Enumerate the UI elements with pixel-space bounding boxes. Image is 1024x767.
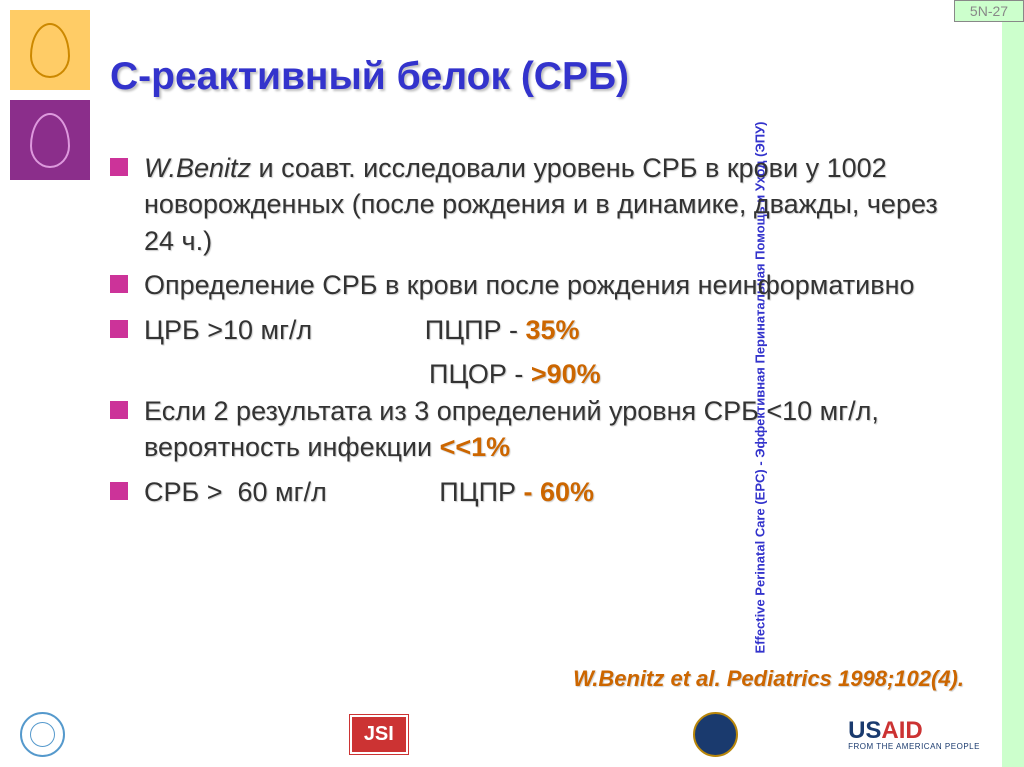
pear-icon bbox=[30, 23, 70, 78]
text-span: Если 2 результата из 3 определений уровн… bbox=[144, 396, 879, 462]
usaid-wordmark: USAID bbox=[848, 719, 980, 743]
bullet-text: ЦРБ >10 мг/л ПЦПР - 35% bbox=[144, 312, 580, 348]
highlight-value: - 60% bbox=[524, 477, 595, 507]
highlight-value: >90% bbox=[531, 359, 601, 389]
text-span: ПЦОР bbox=[144, 359, 514, 389]
who-logo bbox=[20, 712, 65, 757]
highlight-value: <<1% bbox=[440, 432, 511, 462]
text-span: ЦРБ >10 мг/л ПЦПР bbox=[144, 315, 509, 345]
slide-title: С-реактивный белок (СРБ) bbox=[110, 55, 629, 99]
bullet-3: ЦРБ >10 мг/л ПЦПР - 35% bbox=[110, 312, 940, 348]
bullet-text: Если 2 результата из 3 определений уровн… bbox=[144, 393, 940, 466]
bullet-text: СРБ > 60 мг/л ПЦПР - 60% bbox=[144, 474, 594, 510]
usaid-aid: AID bbox=[881, 717, 922, 744]
jsi-badge: JSI bbox=[350, 715, 408, 754]
bullet-text: Определение СРБ в крови после рождения н… bbox=[144, 267, 915, 303]
bullet-marker bbox=[110, 320, 128, 338]
slide-number-badge: 5N-27 bbox=[954, 0, 1024, 22]
bullet-marker bbox=[110, 158, 128, 176]
bullet-3-sub: ПЦОР - >90% bbox=[144, 356, 940, 392]
bullet-marker bbox=[110, 482, 128, 500]
bullet-text: W.Benitz и соавт. исследовали уровень СР… bbox=[144, 150, 940, 259]
right-strip bbox=[1002, 22, 1024, 767]
author-name: W.Benitz bbox=[144, 153, 251, 183]
bullet-4: Если 2 результата из 3 определений уровн… bbox=[110, 393, 940, 466]
jsi-logo: JSI bbox=[350, 715, 408, 754]
decor-icon-top bbox=[10, 10, 90, 90]
highlight-value: 35% bbox=[526, 315, 580, 345]
usaid-tagline: FROM THE AMERICAN PEOPLE bbox=[848, 743, 980, 751]
footer-logos: JSI USAID FROM THE AMERICAN PEOPLE bbox=[0, 707, 1000, 762]
bullet-1: W.Benitz и соавт. исследовали уровень СР… bbox=[110, 150, 940, 259]
usaid-logo: USAID FROM THE AMERICAN PEOPLE bbox=[848, 719, 980, 751]
bullet-2: Определение СРБ в крови после рождения н… bbox=[110, 267, 940, 303]
text-span: СРБ > 60 мг/л ПЦПР bbox=[144, 477, 524, 507]
citation: W.Benitz et al. Pediatrics 1998;102(4). bbox=[573, 666, 964, 692]
pear-icon bbox=[30, 113, 70, 168]
usaid-seal-logo bbox=[693, 712, 746, 757]
content-area: W.Benitz и соавт. исследовали уровень СР… bbox=[110, 150, 940, 518]
dash: - bbox=[514, 359, 531, 389]
bullet-5: СРБ > 60 мг/л ПЦПР - 60% bbox=[110, 474, 940, 510]
text-span: и соавт. исследовали уровень СРБ в крови… bbox=[144, 153, 938, 256]
bullet-marker bbox=[110, 275, 128, 293]
who-icon bbox=[20, 712, 65, 757]
usaid-seal-icon bbox=[693, 712, 738, 757]
bullet-marker bbox=[110, 401, 128, 419]
dash: - bbox=[509, 315, 526, 345]
usaid-us: US bbox=[848, 717, 881, 744]
decor-icon-bottom bbox=[10, 100, 90, 180]
usaid-text: USAID FROM THE AMERICAN PEOPLE bbox=[848, 719, 980, 751]
